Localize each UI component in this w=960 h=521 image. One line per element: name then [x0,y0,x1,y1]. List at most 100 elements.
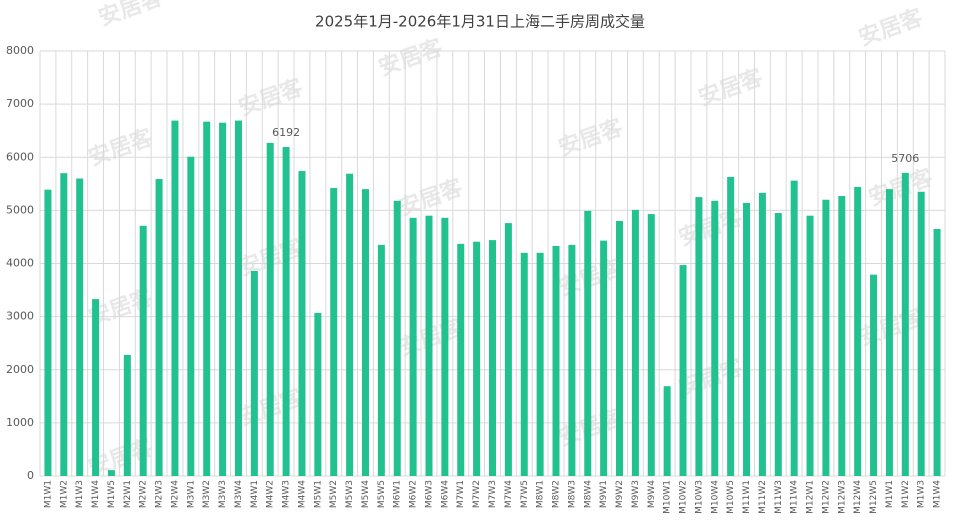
watermark: 安居客 [85,124,157,171]
bar [520,252,528,476]
x-tick-label: M7W4 [504,480,514,508]
x-tick-label: M9W1 [599,480,609,508]
bar [250,270,258,476]
x-tick-label: M8W1 [536,480,546,508]
x-tick-label: M2W4 [170,480,180,508]
y-tick-label: 6000 [6,150,34,163]
x-tick-label: M6W2 [409,480,419,508]
data-label: 5706 [891,152,919,165]
x-tick-label: M4W2 [266,480,276,508]
bar [282,147,290,477]
bar [600,240,608,476]
watermark: 安居客 [675,204,747,251]
bar [536,252,544,476]
bar [885,189,893,476]
x-tick-label: M3W3 [218,480,228,508]
bar [806,215,814,476]
bar [663,386,671,476]
bar [361,189,369,476]
bar [377,244,385,476]
x-tick-label: M5W5 [377,480,387,508]
x-tick-label: M1W3 [917,480,927,508]
bar [346,173,354,476]
watermark: 安居客 [855,4,927,51]
bar [107,470,115,476]
x-tick-label: M5W3 [345,480,355,508]
x-tick-label: M12W2 [821,480,831,514]
bar [870,274,878,476]
x-tick-label: M6W1 [393,480,403,508]
bar [457,243,465,476]
bar [568,244,576,476]
bar [187,156,195,476]
bar [409,217,417,476]
x-tick-label: M1W1 [43,480,53,508]
x-tick-label: M10W4 [710,480,720,514]
bar [123,354,131,476]
x-tick-label: M11W4 [790,480,800,514]
bar [92,299,100,476]
bar [743,202,751,476]
x-tick-label: M5W2 [329,480,339,508]
y-tick-label: 0 [27,469,34,482]
x-tick-label: M9W4 [647,480,657,508]
x-tick-label: M2W2 [139,480,149,508]
y-tick-label: 7000 [6,97,34,110]
bar [504,223,512,476]
bar [473,241,481,476]
x-tick-label: M1W3 [75,480,85,508]
bar [266,142,274,476]
bar [330,188,338,476]
bar [631,209,639,476]
x-tick-label: M4W1 [250,480,260,508]
x-tick-label: M8W2 [552,480,562,508]
x-tick-label: M12W1 [806,480,816,514]
bar [917,191,925,476]
bar [489,240,496,476]
x-tick-label: M11W3 [774,480,784,514]
x-tick-label: M11W1 [742,480,752,514]
x-tick-label: M7W3 [488,480,498,508]
bar [298,171,306,476]
bar [314,312,322,476]
x-tick-label: M9W3 [631,480,641,508]
x-tick-label: M7W1 [456,480,466,508]
bar [774,213,782,476]
bar [441,217,449,476]
x-tick-label: M10W2 [679,480,689,514]
watermark: 安居客 [375,34,447,81]
bar [822,199,830,476]
watermark: 安居客 [95,0,167,31]
x-tick-label: M9W2 [615,480,625,508]
x-tick-label: M6W3 [424,480,434,508]
x-tick-label: M1W5 [107,480,117,508]
bar [234,120,242,476]
watermark: 安居客 [555,114,627,161]
y-tick-label: 4000 [6,257,34,270]
x-tick-label: M12W3 [837,480,847,514]
y-tick-label: 2000 [6,363,34,376]
x-tick-label: M10W3 [694,480,704,514]
x-tick-label: M6W4 [440,480,450,508]
x-tick-label: M2W1 [123,480,133,508]
chart-title: 2025年1月-2026年1月31日上海二手房周成交量 [315,13,645,31]
bar [695,197,703,476]
x-tick-label: M3W1 [186,480,196,508]
x-tick-label: M10W5 [726,480,736,514]
y-tick-label: 8000 [6,44,34,57]
x-tick-label: M5W1 [313,480,323,508]
x-tick-label: M1W4 [91,480,101,508]
bar [933,228,941,476]
x-tick-label: M5W4 [361,480,371,508]
bar [171,120,179,476]
x-tick-label: M4W4 [297,480,307,508]
bar [139,225,147,476]
x-tick-label: M12W4 [853,480,863,514]
bar [155,179,163,476]
x-tick-label: M2W3 [155,480,165,508]
x-tick-label: M3W4 [234,480,244,508]
bar [901,172,909,476]
bar [393,200,401,476]
bar [790,180,798,476]
x-tick-label: M3W2 [202,480,212,508]
